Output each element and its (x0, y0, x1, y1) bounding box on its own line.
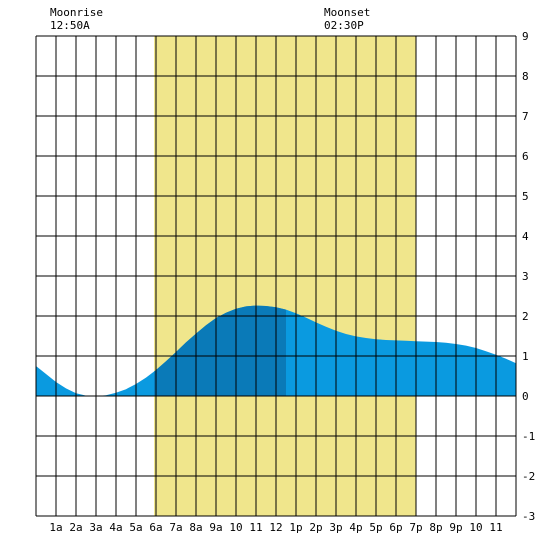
x-tick-label: 1a (49, 521, 62, 534)
x-tick-label: 6a (149, 521, 162, 534)
x-tick-label: 9p (449, 521, 462, 534)
y-tick-label: -3 (522, 510, 535, 523)
y-tick-label: 8 (522, 70, 529, 83)
x-tick-label: 10 (469, 521, 482, 534)
y-tick-label: -2 (522, 470, 535, 483)
y-tick-label: 5 (522, 190, 529, 203)
tide-area-current-segment (154, 305, 286, 396)
x-tick-label: 9a (209, 521, 222, 534)
x-tick-label: 1p (289, 521, 302, 534)
y-tick-label: -1 (522, 430, 535, 443)
y-tick-labels: -3 -2 -1 0 1 2 3 4 5 6 7 8 9 (522, 30, 535, 523)
x-tick-label: 3p (329, 521, 342, 534)
moonset-time: 02:30P (324, 19, 364, 32)
y-tick-label: 4 (522, 230, 529, 243)
x-tick-label: 2p (309, 521, 322, 534)
y-tick-label: 9 (522, 30, 529, 43)
y-tick-label: 1 (522, 350, 529, 363)
y-tick-label: 0 (522, 390, 529, 403)
x-tick-label: 4p (349, 521, 362, 534)
x-tick-label: 11 (249, 521, 262, 534)
x-tick-label: 5p (369, 521, 382, 534)
x-tick-label: 11 (489, 521, 502, 534)
x-tick-label: 3a (89, 521, 102, 534)
x-tick-label: 2a (69, 521, 82, 534)
y-tick-label: 2 (522, 310, 529, 323)
moonrise-label: Moonrise (50, 6, 103, 19)
y-tick-label: 7 (522, 110, 529, 123)
x-tick-label: 8p (429, 521, 442, 534)
y-tick-label: 3 (522, 270, 529, 283)
grid-layer (35, 35, 517, 517)
x-tick-label: 7p (409, 521, 422, 534)
x-tick-label: 6p (389, 521, 402, 534)
x-tick-label: 5a (129, 521, 142, 534)
moonrise-time: 12:50A (50, 19, 90, 32)
x-tick-label: 12 (269, 521, 282, 534)
x-tick-label: 7a (169, 521, 182, 534)
moonset-label: Moonset (324, 6, 370, 19)
x-tick-label: 10 (229, 521, 242, 534)
x-tick-label: 4a (109, 521, 122, 534)
x-tick-label: 8a (189, 521, 202, 534)
x-tick-labels: 1a 2a 3a 4a 5a 6a 7a 8a 9a 10 11 12 1p 2p 3p 4p 5p 6p 7p 8p… (49, 521, 502, 534)
y-tick-label: 6 (522, 150, 529, 163)
